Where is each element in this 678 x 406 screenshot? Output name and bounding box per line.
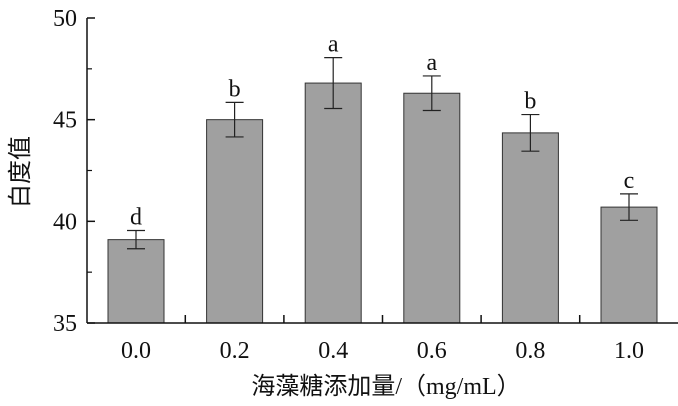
x-tick-label: 0.4 (318, 338, 348, 364)
error-bar-5 (620, 193, 638, 221)
bar-1 (206, 119, 264, 324)
bar-2 (304, 82, 362, 324)
significance-label: b (524, 89, 536, 115)
y-tick-label: 50 (53, 6, 77, 32)
x-tick-label: 0.6 (417, 338, 447, 364)
error-bar-4 (521, 113, 540, 152)
significance-label: a (328, 32, 339, 58)
x-tick-label: 0.2 (220, 338, 250, 364)
y-tick-label: 45 (53, 108, 77, 134)
significance-label: d (130, 204, 142, 230)
significance-labels-layer: d b a a b c (130, 32, 634, 231)
significance-label: c (624, 168, 635, 194)
y-tick-label: 35 (53, 311, 77, 337)
error-bar-0 (127, 229, 145, 250)
y-axis-label: 白度值 (7, 136, 34, 208)
bar-0 (107, 239, 165, 324)
y-tick-label: 40 (53, 209, 77, 235)
axes-layer: 35 40 45 50 0.0 0.2 0.4 0.6 0.8 1.0 (53, 6, 678, 364)
error-bar-3 (422, 75, 441, 112)
error-bars-layer (127, 57, 638, 250)
bars-layer (107, 82, 658, 324)
error-bar-1 (225, 101, 244, 138)
bar-5 (600, 206, 658, 324)
x-tick-label: 0.0 (121, 338, 151, 364)
bar-4 (501, 132, 559, 324)
bar-3 (403, 92, 461, 324)
error-bar-2 (324, 57, 343, 110)
x-tick-label: 1.0 (614, 338, 644, 364)
x-axis-label: 海藻糖添加量/（mg/mL） (251, 373, 520, 400)
significance-label: a (426, 50, 437, 76)
x-tick-label: 0.8 (515, 338, 545, 364)
significance-label: b (229, 76, 241, 102)
